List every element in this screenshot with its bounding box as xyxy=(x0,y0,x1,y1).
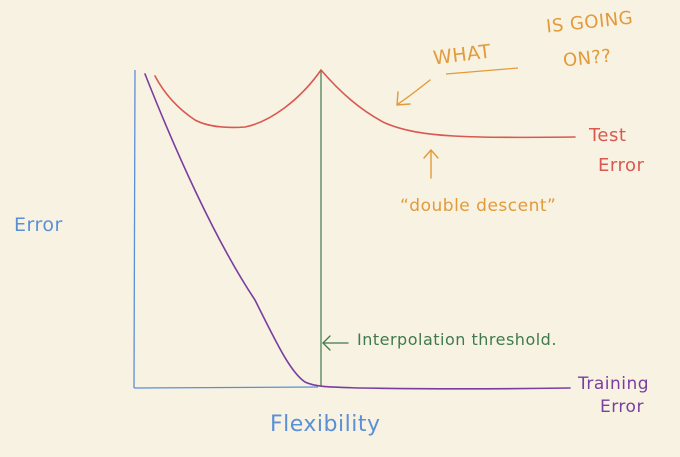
double-descent-label: “double descent” xyxy=(400,196,557,216)
test-error-curve xyxy=(154,68,576,139)
test-error-label-line2: Error xyxy=(598,155,645,176)
y-axis-line xyxy=(133,69,136,389)
up-arrow-icon xyxy=(423,148,439,179)
x-axis-label: Flexibility xyxy=(270,412,381,437)
training-error-curve xyxy=(144,73,571,390)
y-axis-label: Error xyxy=(14,214,63,236)
training-error-label-line2: Error xyxy=(600,397,644,417)
x-axis-line xyxy=(133,386,319,389)
interpolation-threshold-label: Interpolation threshold. xyxy=(357,330,557,349)
left-arrow-icon xyxy=(322,335,349,351)
down-left-arrow-icon xyxy=(396,79,431,106)
what-underline xyxy=(445,67,519,75)
training-error-label-line1: Training xyxy=(578,374,650,394)
test-error-label-line1: Test xyxy=(589,125,627,146)
